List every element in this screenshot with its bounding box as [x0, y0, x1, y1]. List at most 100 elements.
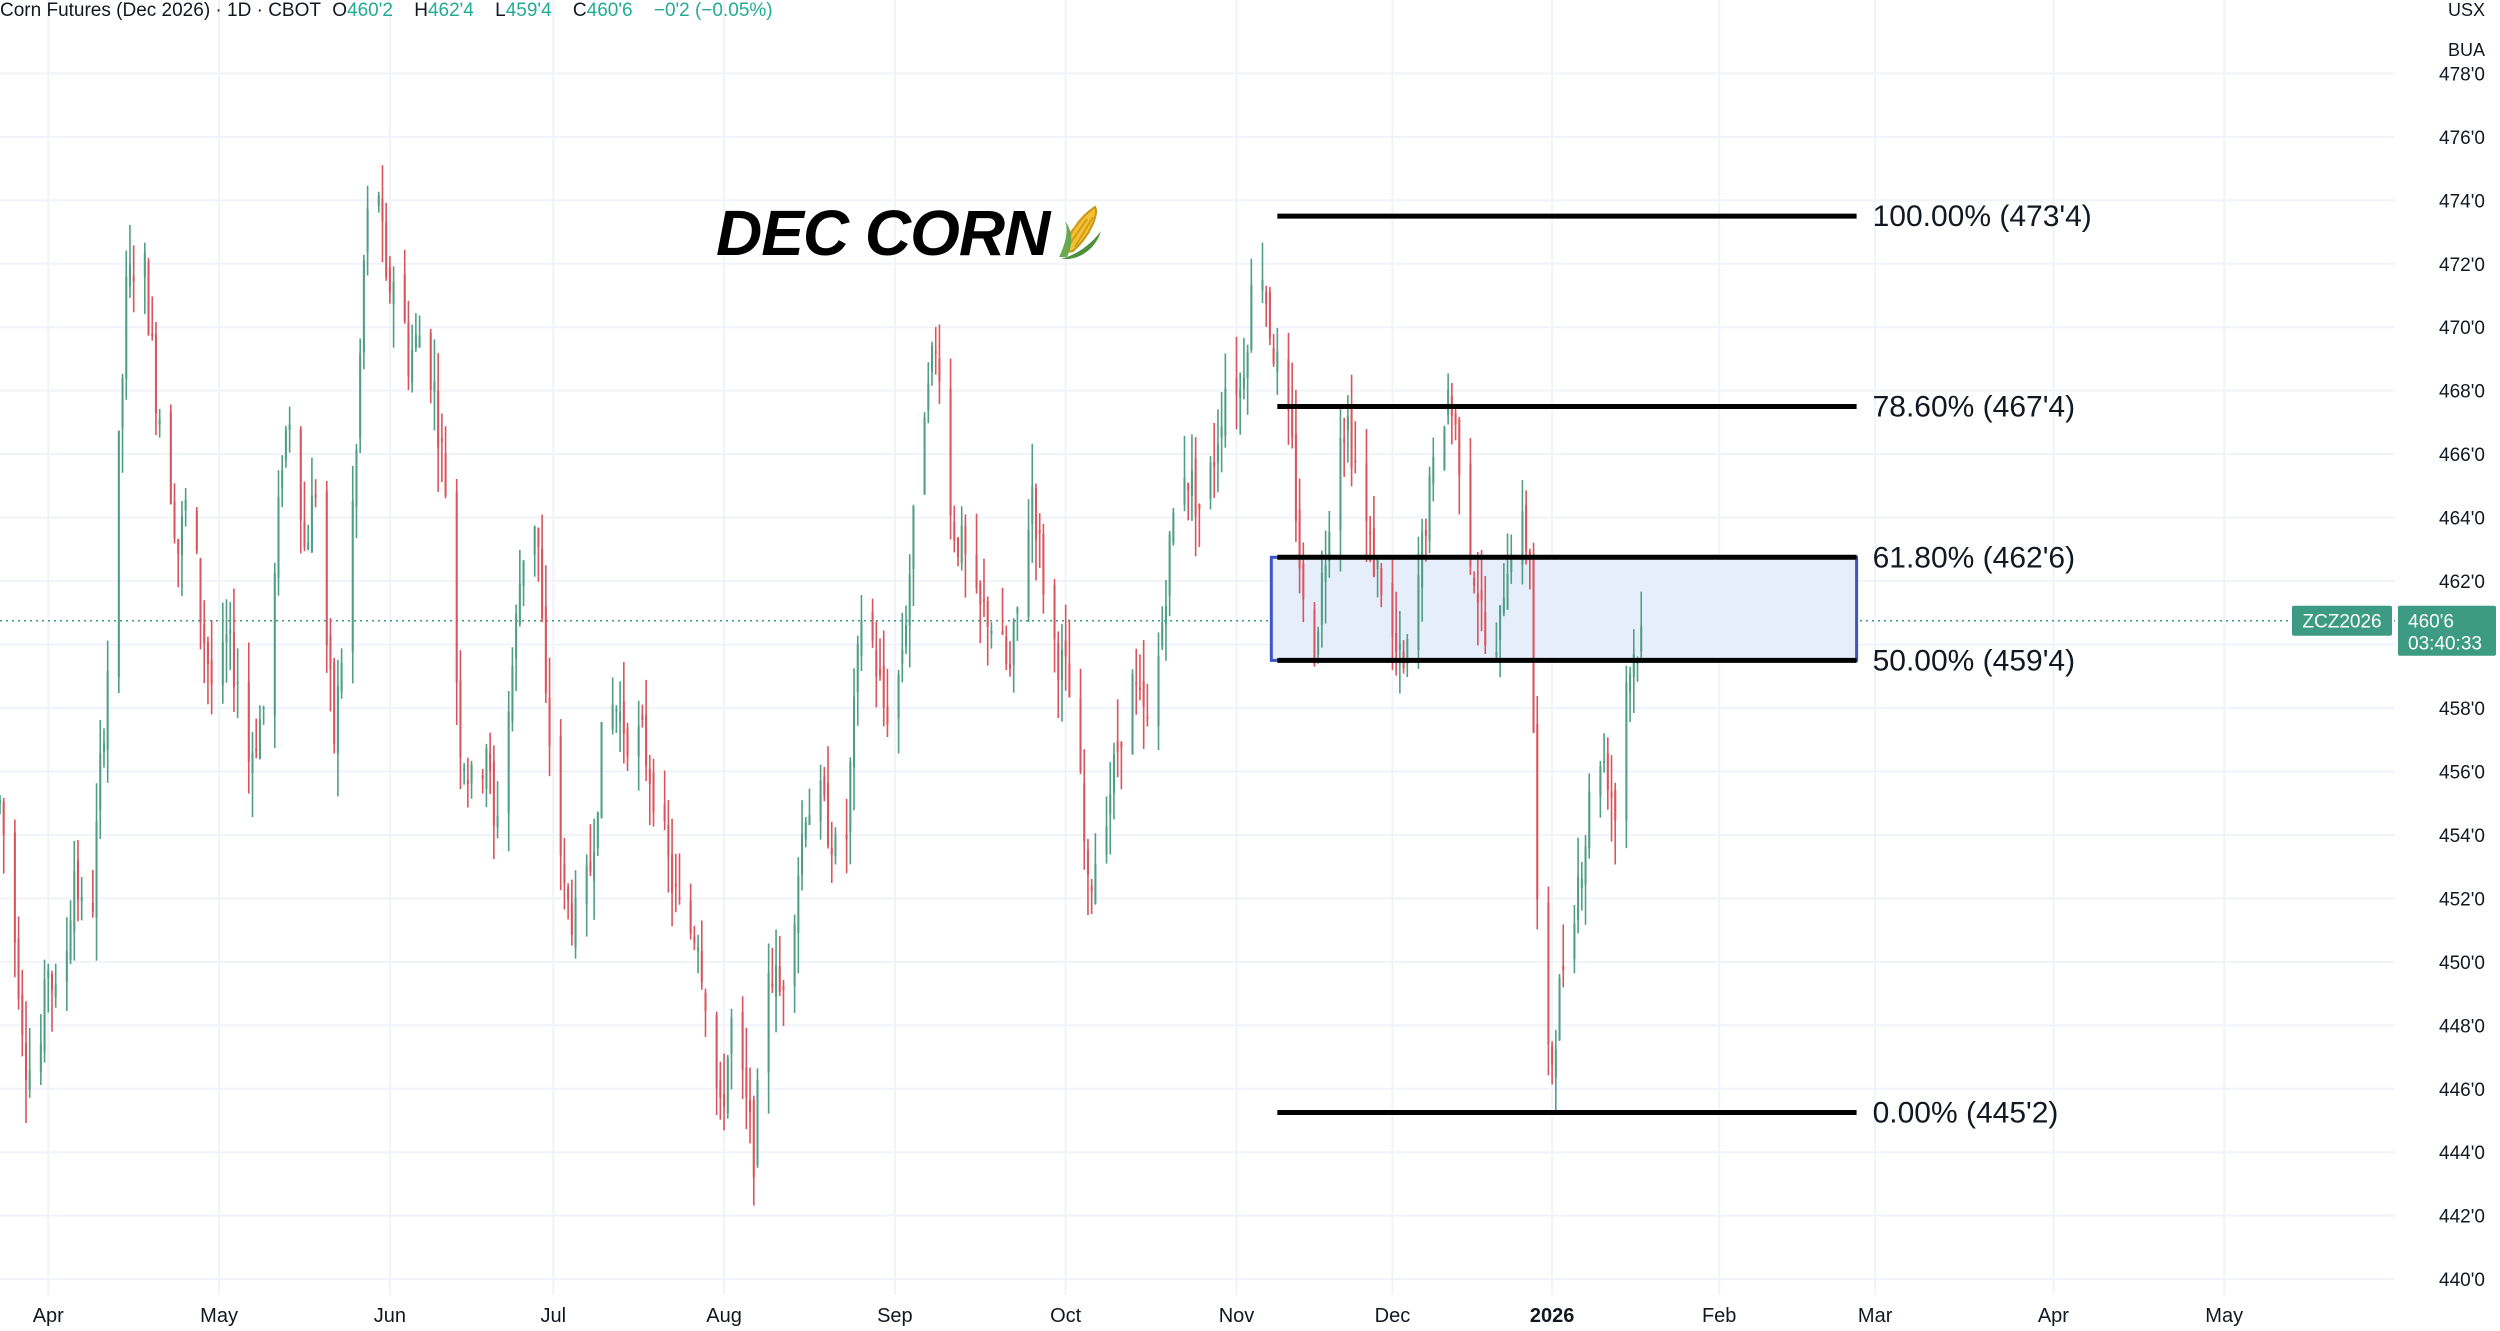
candle: [723, 1053, 726, 1131]
candle: [671, 818, 674, 927]
currency-unit[interactable]: USX: [2447, 0, 2485, 20]
candle-body: [1473, 578, 1476, 586]
candle: [574, 870, 577, 959]
candles: [0, 165, 1643, 1206]
candle: [132, 245, 135, 313]
candle: [177, 538, 180, 588]
candle: [258, 705, 261, 760]
candle-body: [147, 261, 150, 335]
candle: [1328, 510, 1331, 578]
candle-body: [801, 834, 804, 875]
corn-icon: [1055, 201, 1107, 276]
candle: [1261, 242, 1264, 304]
candle: [102, 728, 105, 768]
candle-body: [600, 722, 603, 818]
candle: [1580, 861, 1583, 911]
candle-body: [1521, 511, 1524, 565]
candle-body: [1328, 532, 1331, 562]
candle: [1164, 579, 1167, 661]
candle-body: [73, 871, 76, 932]
candle: [1380, 563, 1383, 608]
candle-body: [923, 417, 926, 495]
candle: [908, 554, 911, 668]
candle-body: [1350, 409, 1353, 469]
candle: [1525, 490, 1528, 565]
candle-body: [723, 1094, 726, 1107]
candle-body: [515, 613, 518, 659]
candle-body: [1476, 593, 1479, 603]
candle: [600, 721, 603, 819]
candle-body: [463, 768, 466, 771]
candle-body: [715, 1015, 718, 1089]
candle-body: [585, 865, 588, 905]
candle: [1454, 408, 1457, 441]
candle-body: [674, 884, 677, 887]
candle-body: [1198, 504, 1201, 509]
candle-body: [351, 500, 354, 652]
candle-body: [1235, 378, 1238, 396]
candle: [1473, 571, 1476, 594]
candle-body: [938, 358, 941, 382]
candle-body: [1458, 419, 1461, 476]
candle: [619, 681, 622, 753]
candle-body: [154, 334, 157, 414]
candle-body: [1573, 923, 1576, 960]
measure-unit[interactable]: BUA: [2447, 40, 2485, 60]
candle: [1365, 429, 1368, 562]
candle: [1610, 755, 1613, 842]
candle-body: [615, 709, 618, 712]
candle: [147, 257, 150, 336]
price-axis[interactable]: 440'0 442'0 444'0 446'0 448'0 450'0 452'0 454'0…: [2439, 64, 2485, 1291]
candle: [953, 505, 956, 553]
symbol-tag-bg: [2292, 605, 2392, 636]
candle: [288, 406, 291, 453]
candle-body: [303, 521, 306, 547]
candle-body: [481, 775, 484, 779]
candle-body: [726, 1057, 729, 1114]
candle: [355, 443, 358, 539]
candle: [1183, 435, 1186, 512]
candle-body: [1298, 509, 1301, 569]
candle: [1112, 742, 1115, 820]
candle-body: [563, 863, 566, 884]
candle-body: [626, 728, 629, 757]
candle-body: [693, 936, 696, 943]
candle: [39, 1014, 42, 1085]
candle-body: [251, 752, 254, 773]
candle: [700, 920, 703, 990]
candle-body: [0, 800, 2, 804]
candle-body: [797, 876, 800, 934]
candle: [1198, 503, 1201, 547]
candle: [251, 731, 254, 817]
candle-body: [782, 985, 785, 990]
candle: [615, 705, 618, 733]
candle: [1450, 383, 1453, 445]
candle-body: [567, 887, 570, 900]
candle-body: [39, 1043, 42, 1073]
candle-body: [1261, 279, 1264, 291]
candle-body: [975, 554, 978, 589]
candle-body: [403, 273, 406, 322]
candle-body: [437, 390, 440, 448]
time-axis[interactable]: Apr May Jun Jul Aug Sep Oct Nov Dec 2026 Feb Mar Apr…: [33, 1305, 2243, 1327]
candle-body: [125, 276, 128, 379]
fibonacci-levels: 100.00% (473'4) 78.60% (467'4) 61.80% (462…: [1277, 200, 2092, 1130]
candle: [559, 719, 562, 891]
close-value: 460'6: [586, 0, 633, 21]
candle-body: [819, 780, 822, 822]
candle-body: [102, 742, 105, 752]
candle-body: [1577, 876, 1580, 920]
candle-body: [440, 438, 443, 442]
candle-body: [511, 665, 514, 722]
candle: [359, 338, 362, 454]
candle-body: [121, 377, 124, 429]
candle-body: [99, 753, 102, 811]
candle: [507, 691, 510, 852]
y-tick-label: 446'0: [2439, 1080, 2485, 1101]
candle-body: [1068, 663, 1071, 697]
candle-body: [433, 382, 436, 392]
y-tick-label: 440'0: [2439, 1270, 2485, 1291]
candle: [95, 783, 98, 961]
candle: [648, 754, 651, 826]
